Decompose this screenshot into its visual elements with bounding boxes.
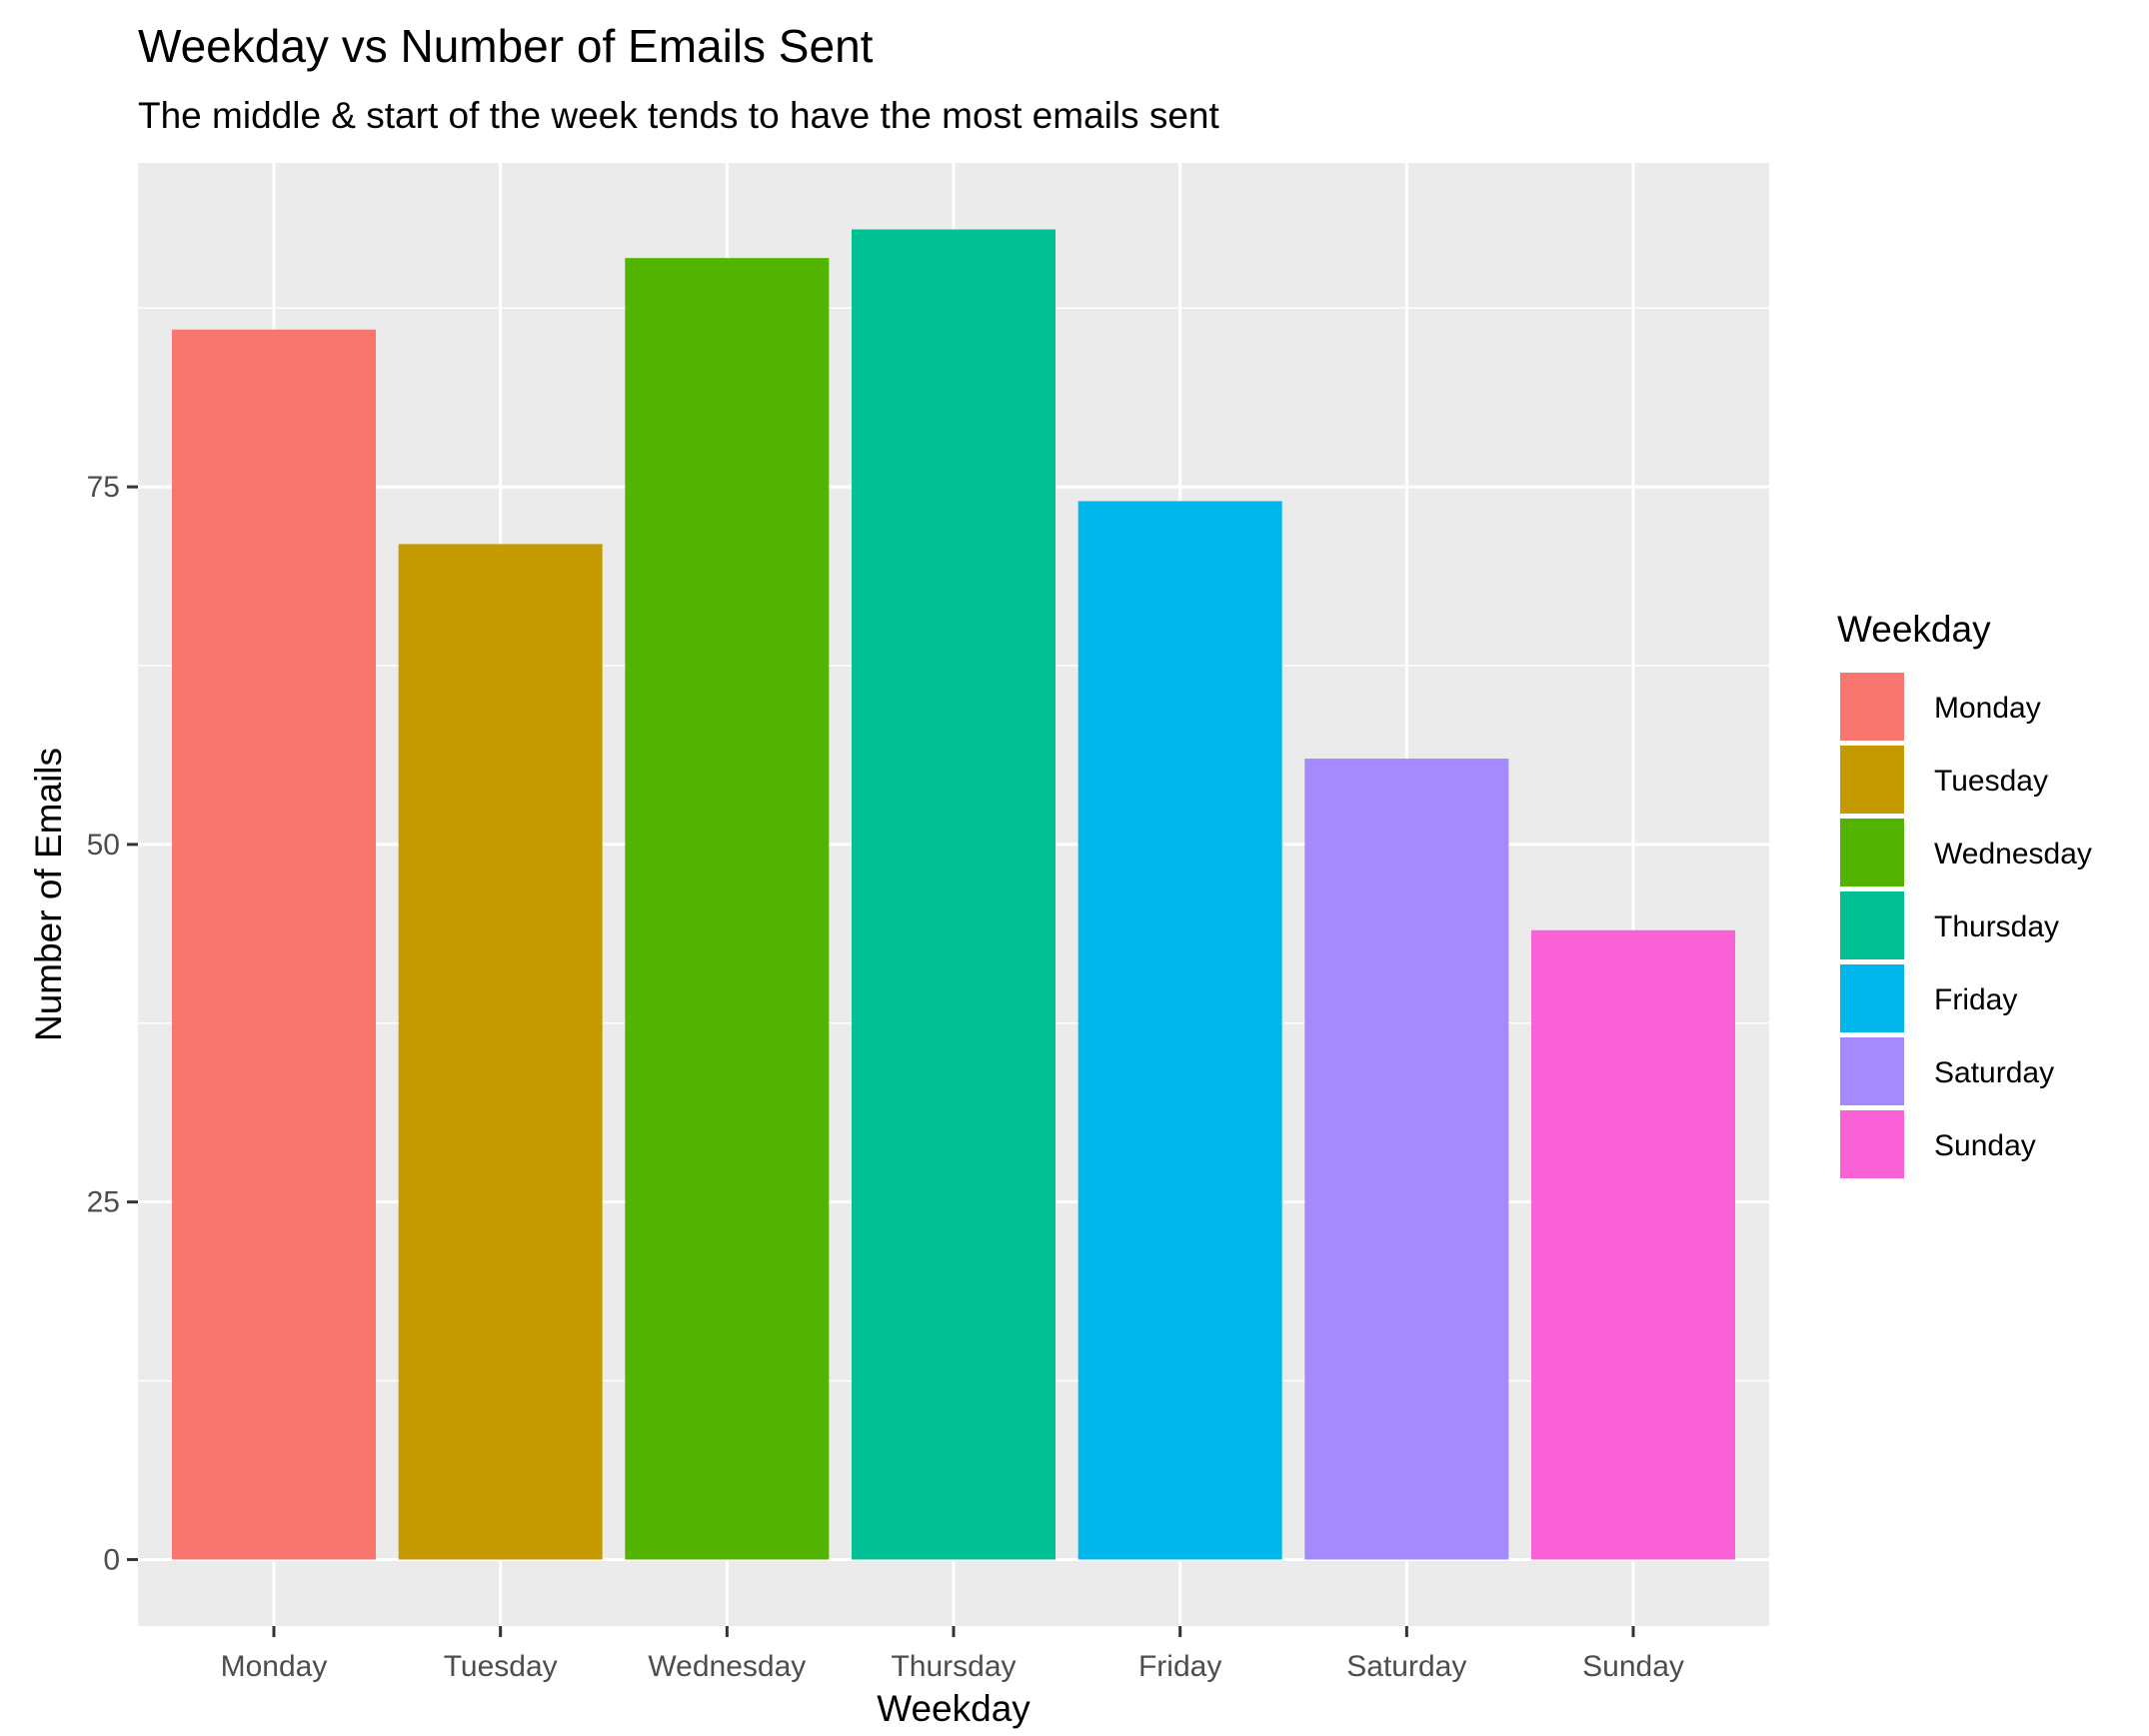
bars <box>172 229 1735 1560</box>
legend-key-monday <box>1838 671 1906 743</box>
legend-title: Weekday <box>1837 609 1991 650</box>
legend-label: Friday <box>1934 983 2017 1016</box>
legend-label: Thursday <box>1934 910 2059 943</box>
y-tick-label: 50 <box>87 829 120 862</box>
legend-label: Saturday <box>1934 1056 2054 1089</box>
legend-key-wednesday <box>1838 817 1906 888</box>
x-axis: Monday Tuesday Wednesday Thursday Friday Satu… <box>221 1626 1684 1683</box>
chart-subtitle: The middle & start of the week tends to … <box>138 95 1219 136</box>
x-tick-label: Sunday <box>1582 1650 1684 1683</box>
x-axis-title: Weekday <box>877 1688 1031 1729</box>
legend-key-saturday <box>1838 1035 1906 1107</box>
bar-monday <box>172 329 376 1560</box>
legend-label: Tuesday <box>1934 765 2048 798</box>
bar-saturday <box>1304 759 1509 1560</box>
legend-label: Sunday <box>1934 1129 2036 1162</box>
bar-thursday <box>852 229 1056 1560</box>
y-tick-label: 0 <box>103 1543 120 1576</box>
y-axis-title: Number of Emails <box>28 748 69 1041</box>
legend-label: Wednesday <box>1934 838 2092 870</box>
y-tick-label: 75 <box>87 471 120 504</box>
x-tick-label: Friday <box>1138 1650 1221 1683</box>
legend-label: Monday <box>1934 692 2041 725</box>
x-tick-label: Saturday <box>1346 1650 1466 1683</box>
chart-title: Weekday vs Number of Emails Sent <box>138 20 874 72</box>
x-tick-label: Tuesday <box>444 1650 558 1683</box>
y-tick-label: 25 <box>87 1186 120 1219</box>
y-axis: 0 25 50 75 <box>87 471 138 1576</box>
legend-key-thursday <box>1838 889 1906 961</box>
legend-key-tuesday <box>1838 744 1906 816</box>
x-tick-label: Thursday <box>891 1650 1016 1683</box>
bar-friday <box>1077 501 1282 1560</box>
legend-key-sunday <box>1838 1108 1906 1180</box>
bar-tuesday <box>398 544 603 1560</box>
x-tick-label: Monday <box>221 1650 328 1683</box>
legend-items: Monday Tuesday Wednesday Thursday Friday Satu… <box>1838 671 2092 1180</box>
legend-key-friday <box>1838 962 1906 1034</box>
legend: Weekday Monday Tuesday Wednesday Thursday Fr… <box>1837 609 2092 1180</box>
x-tick-label: Wednesday <box>648 1650 806 1683</box>
bar-sunday <box>1531 929 1735 1560</box>
bar-wednesday <box>625 258 830 1560</box>
